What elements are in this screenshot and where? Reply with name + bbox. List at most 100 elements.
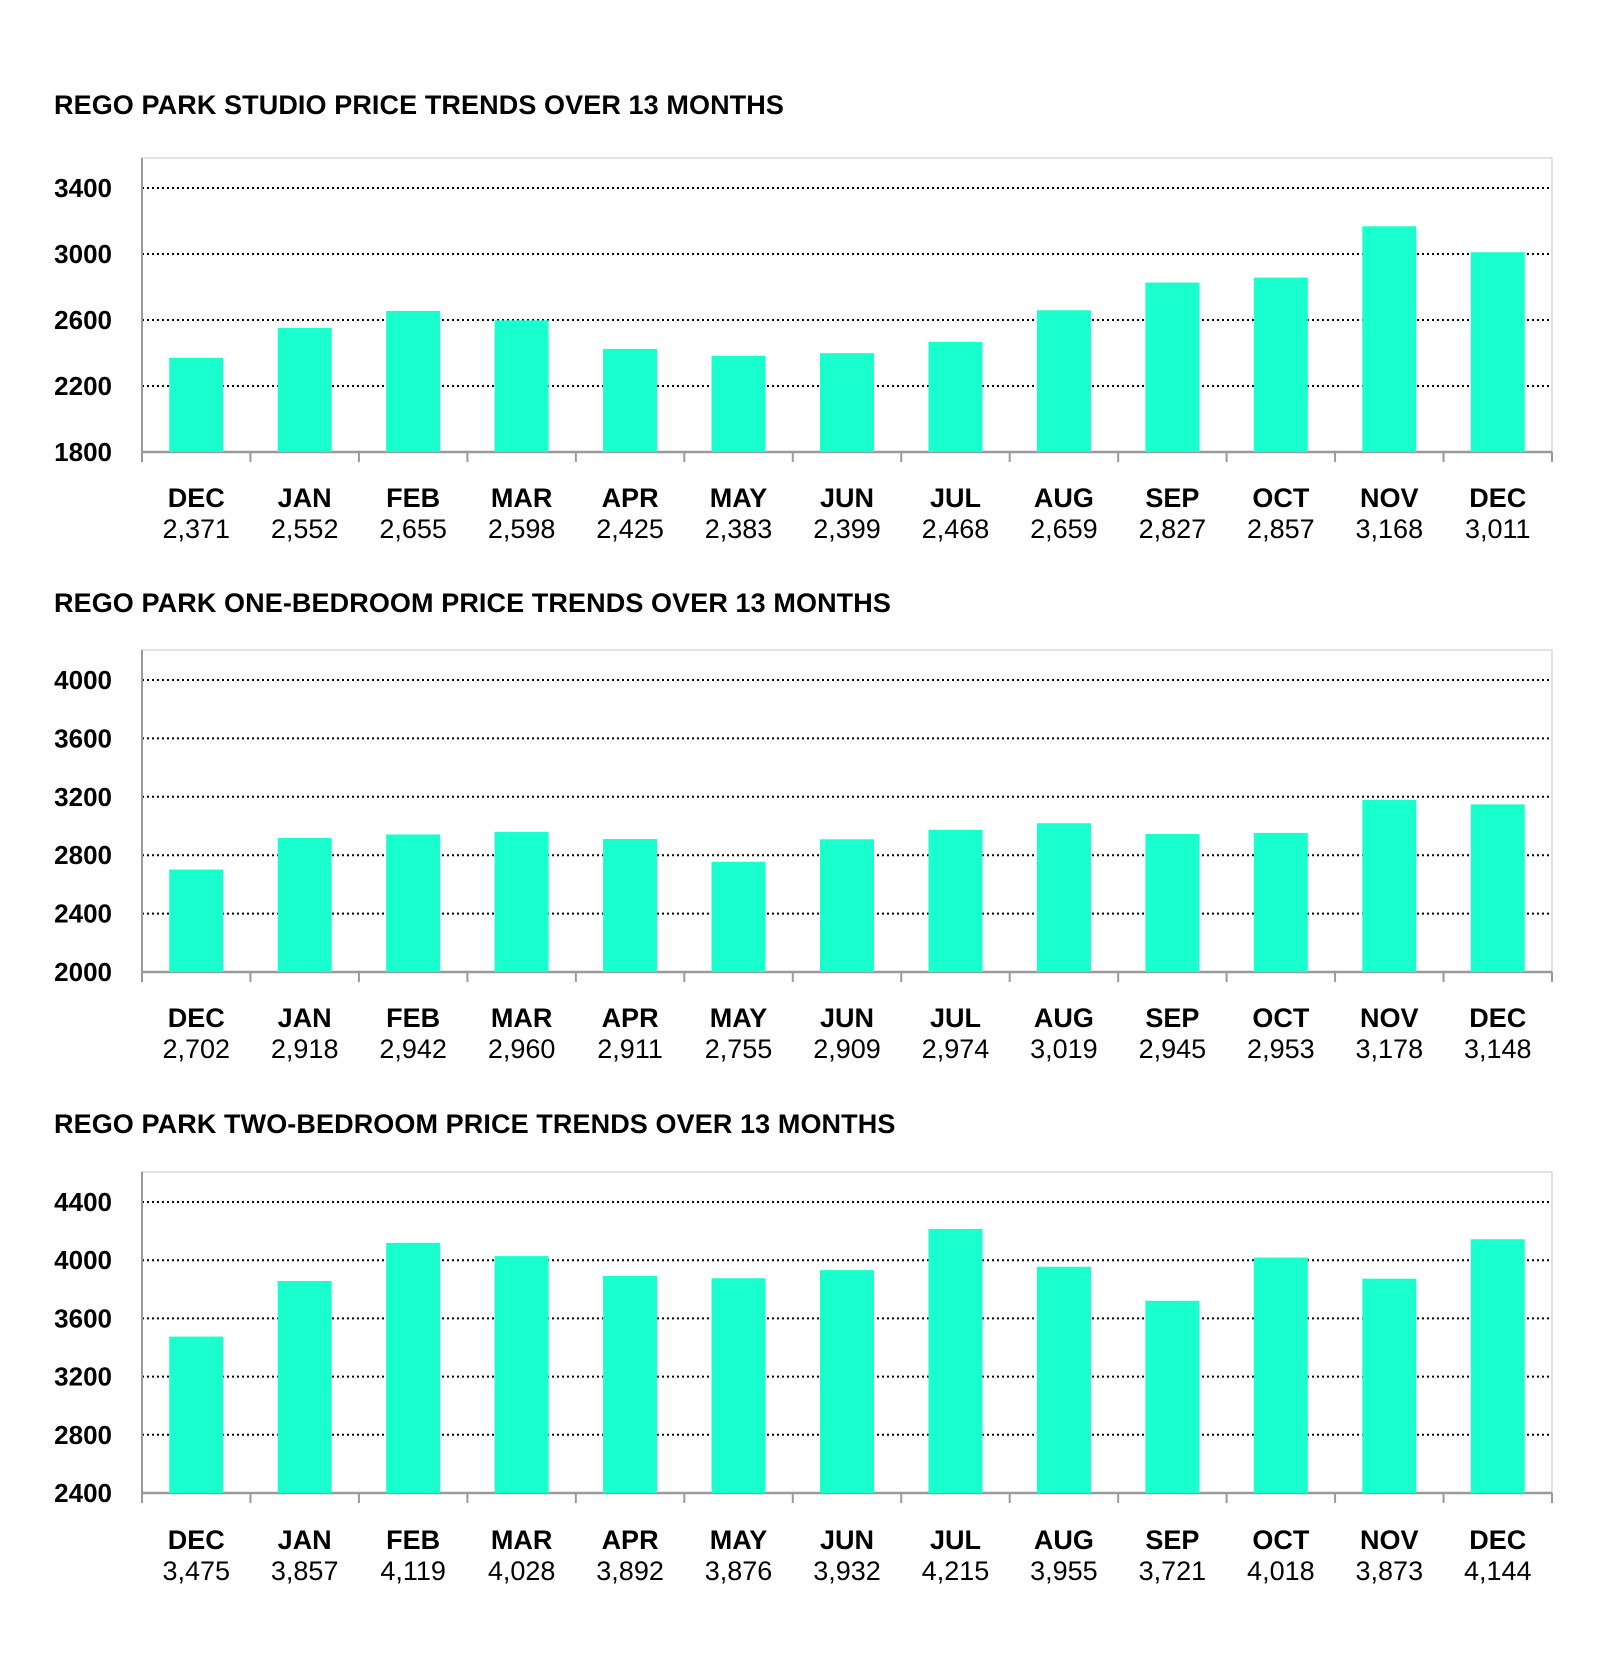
bar [1362, 800, 1417, 972]
bar [1253, 277, 1308, 452]
category-label: FEB [386, 483, 440, 513]
value-label: 3,876 [705, 1556, 773, 1586]
value-label: 3,721 [1139, 1556, 1207, 1586]
category-label: JUN [820, 1003, 874, 1033]
value-label: 4,018 [1247, 1556, 1315, 1586]
y-tick-label: 4400 [54, 1187, 112, 1217]
category-label: AUG [1034, 1525, 1094, 1555]
category-label: DEC [1469, 483, 1526, 513]
category-label: OCT [1252, 1003, 1310, 1033]
category-label: DEC [1469, 1003, 1526, 1033]
bar [711, 861, 766, 972]
y-tick-label: 2600 [54, 305, 112, 335]
bar [169, 869, 224, 972]
y-tick-label: 2800 [54, 840, 112, 870]
category-label: JAN [278, 483, 332, 513]
bar [1470, 1239, 1525, 1493]
category-label: DEC [168, 483, 225, 513]
bar [1362, 1278, 1417, 1493]
y-tick-label: 3000 [54, 239, 112, 269]
category-label: SEP [1145, 483, 1199, 513]
bar [928, 829, 983, 972]
bar [169, 1336, 224, 1493]
value-label: 2,857 [1247, 514, 1315, 544]
y-tick-label: 2400 [54, 1478, 112, 1508]
category-label: SEP [1145, 1525, 1199, 1555]
category-label: JAN [278, 1525, 332, 1555]
category-label: MAR [491, 1525, 553, 1555]
bar [1145, 282, 1200, 452]
category-label: JUL [930, 483, 981, 513]
y-tick-label: 1800 [54, 437, 112, 467]
bar [277, 837, 332, 972]
value-label: 2,552 [271, 514, 339, 544]
value-label: 2,755 [705, 1034, 773, 1064]
value-label: 2,399 [813, 514, 881, 544]
value-label: 4,119 [380, 1556, 446, 1586]
chart-title: REGO PARK ONE-BEDROOM PRICE TRENDS OVER … [54, 588, 891, 618]
bar [603, 348, 658, 452]
value-label: 4,144 [1464, 1556, 1532, 1586]
y-tick-label: 2800 [54, 1420, 112, 1450]
value-label: 2,655 [379, 514, 447, 544]
category-label: APR [602, 1525, 659, 1555]
category-label: MAY [710, 1003, 768, 1033]
value-label: 2,945 [1139, 1034, 1207, 1064]
category-label: DEC [168, 1525, 225, 1555]
bar [711, 355, 766, 452]
value-label: 2,909 [813, 1034, 881, 1064]
bar [386, 1242, 441, 1493]
value-label: 2,918 [271, 1034, 339, 1064]
y-tick-label: 3200 [54, 1362, 112, 1392]
bar [928, 1228, 983, 1493]
value-label: 3,168 [1356, 514, 1424, 544]
value-label: 4,215 [922, 1556, 990, 1586]
y-tick-label: 3600 [54, 1303, 112, 1333]
bar [494, 831, 549, 972]
value-label: 2,659 [1030, 514, 1098, 544]
category-label: FEB [386, 1003, 440, 1033]
bar [1036, 1266, 1091, 1493]
value-label: 2,383 [705, 514, 773, 544]
value-label: 4,028 [488, 1556, 556, 1586]
value-label: 3,019 [1030, 1034, 1098, 1064]
value-label: 2,598 [488, 514, 556, 544]
y-tick-label: 3600 [54, 723, 112, 753]
bar [169, 357, 224, 452]
value-label: 2,911 [597, 1034, 663, 1064]
y-tick-label: 2200 [54, 371, 112, 401]
category-label: AUG [1034, 483, 1094, 513]
value-label: 2,827 [1139, 514, 1207, 544]
category-label: DEC [1469, 1525, 1526, 1555]
value-label: 3,892 [596, 1556, 664, 1586]
category-label: MAR [491, 483, 553, 513]
category-label: MAY [710, 483, 768, 513]
category-label: JUN [820, 483, 874, 513]
bar [820, 839, 874, 972]
category-label: NOV [1360, 1003, 1419, 1033]
category-label: OCT [1252, 1525, 1310, 1555]
bar [603, 838, 658, 972]
chart-title: REGO PARK TWO-BEDROOM PRICE TRENDS OVER … [54, 1109, 896, 1139]
category-label: FEB [386, 1525, 440, 1555]
value-label: 2,960 [488, 1034, 556, 1064]
category-label: OCT [1252, 483, 1310, 513]
bar [711, 1278, 766, 1493]
bar [1253, 832, 1308, 972]
bar [1362, 226, 1417, 452]
value-label: 2,702 [162, 1034, 230, 1064]
value-label: 3,475 [162, 1556, 230, 1586]
y-tick-label: 2400 [54, 899, 112, 929]
bar [1036, 310, 1091, 452]
category-label: MAR [491, 1003, 553, 1033]
bar [1145, 834, 1200, 972]
value-label: 2,371 [162, 514, 230, 544]
value-label: 3,955 [1030, 1556, 1098, 1586]
bar [1470, 804, 1525, 972]
category-label: JUL [930, 1003, 981, 1033]
bar [494, 1256, 549, 1493]
bar [1145, 1300, 1200, 1493]
value-label: 3,148 [1464, 1034, 1532, 1064]
value-label: 3,178 [1356, 1034, 1424, 1064]
bar [386, 310, 441, 452]
